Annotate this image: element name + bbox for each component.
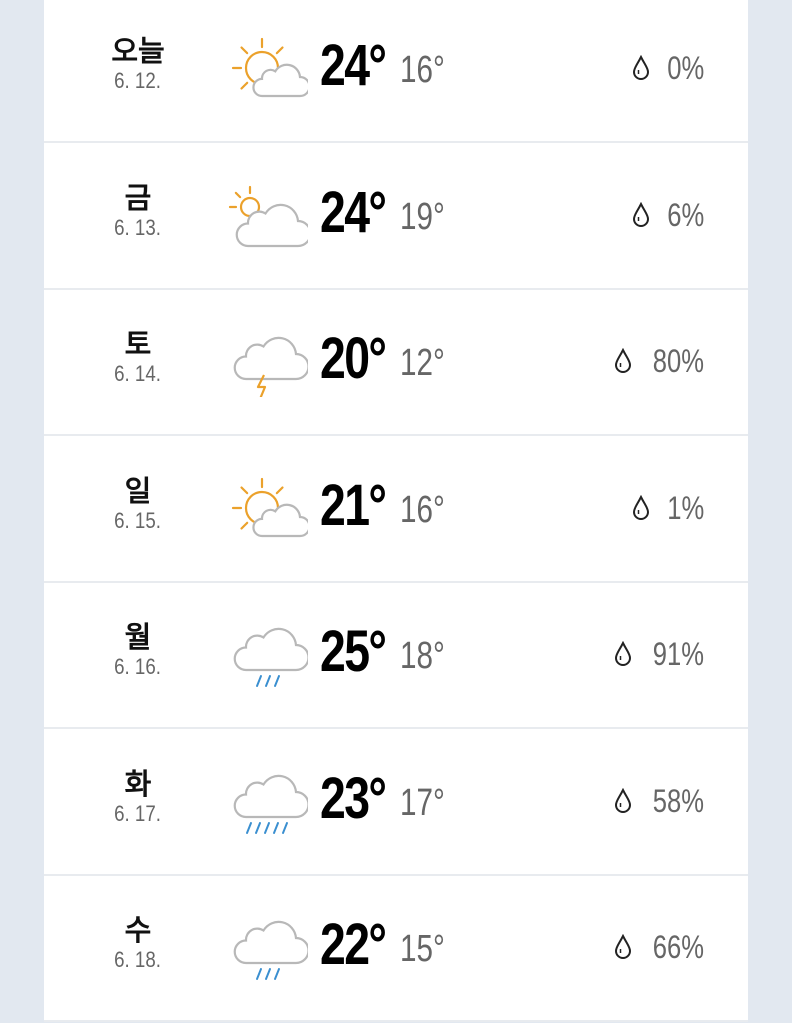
high-temp: 23° <box>320 765 387 831</box>
sun-cloud-icon <box>231 37 308 98</box>
day-label: 금 6. 13. <box>84 183 192 241</box>
weekly-forecast-card: 오늘 6. 12. 24° 16° 0% 금 6. 13. 24° 19° 6%… <box>44 0 748 1022</box>
day-name: 토 <box>124 329 152 361</box>
precipitation: 66% <box>614 929 704 965</box>
cloud-sun-icon <box>228 185 308 247</box>
day-name: 수 <box>124 915 152 947</box>
forecast-row[interactable]: 오늘 6. 12. 24° 16° 0% <box>44 0 748 143</box>
day-name: 화 <box>124 768 152 801</box>
precipitation-value: 1% <box>667 489 704 526</box>
day-label: 오늘 6. 12. <box>84 36 192 94</box>
day-label: 토 6. 14. <box>84 329 192 387</box>
high-temp: 21° <box>320 472 387 538</box>
precipitation: 58% <box>614 783 704 819</box>
high-temp: 25° <box>320 619 387 684</box>
high-temp: 22° <box>320 912 387 977</box>
day-label: 수 6. 18. <box>84 915 192 973</box>
low-temp: 18° <box>400 635 445 677</box>
forecast-row[interactable]: 화 6. 17. 23° 17° 58% <box>44 731 748 876</box>
day-date: 6. 17. <box>114 800 162 826</box>
raindrop-icon <box>614 934 631 959</box>
day-date: 6. 16. <box>114 654 162 679</box>
day-label: 일 6. 15. <box>84 476 192 534</box>
high-temp: 24° <box>320 33 387 98</box>
forecast-row[interactable]: 일 6. 15. 21° 16° 1% <box>44 438 748 583</box>
forecast-row[interactable]: 토 6. 14. 20° 12° 80% <box>44 291 748 436</box>
rain-cloud-icon <box>233 920 308 980</box>
day-date: 6. 14. <box>114 361 162 386</box>
raindrop-icon <box>614 641 631 666</box>
day-label: 월 6. 16. <box>84 622 192 680</box>
precipitation: 0% <box>632 50 704 86</box>
raindrop-icon <box>614 787 631 813</box>
high-temp: 20° <box>320 326 387 391</box>
precipitation: 1% <box>632 490 704 526</box>
day-label: 화 6. 17. <box>84 769 192 827</box>
precipitation-value: 91% <box>652 636 704 672</box>
precipitation-value: 66% <box>652 929 704 965</box>
day-date: 6. 12. <box>114 68 162 93</box>
precipitation-value: 6% <box>667 196 704 233</box>
precipitation: 91% <box>614 636 704 672</box>
raindrop-icon <box>632 55 649 80</box>
low-temp: 12° <box>400 342 445 384</box>
forecast-row[interactable]: 수 6. 18. 22° 15° 66% <box>44 877 748 1022</box>
high-temp: 24° <box>320 179 387 245</box>
low-temp: 19° <box>400 195 445 238</box>
raindrop-icon <box>632 201 649 227</box>
heavy-rain-cloud-icon <box>233 774 308 834</box>
low-temp: 15° <box>400 928 445 970</box>
low-temp: 17° <box>400 781 445 824</box>
low-temp: 16° <box>400 488 445 531</box>
day-name: 일 <box>124 475 152 508</box>
precipitation: 80% <box>614 343 704 379</box>
day-name: 금 <box>124 182 152 215</box>
day-date: 6. 15. <box>114 507 162 533</box>
day-name: 오늘 <box>111 36 165 68</box>
day-name: 월 <box>124 622 152 654</box>
day-date: 6. 13. <box>114 214 162 240</box>
thunder-cloud-icon <box>233 336 308 397</box>
rain-cloud-icon <box>233 627 308 687</box>
forecast-row[interactable]: 월 6. 16. 25° 18° 91% <box>44 584 748 729</box>
raindrop-icon <box>614 348 631 373</box>
low-temp: 16° <box>400 49 445 91</box>
precipitation-value: 80% <box>652 343 704 379</box>
day-date: 6. 18. <box>114 947 162 972</box>
forecast-row[interactable]: 금 6. 13. 24° 19° 6% <box>44 145 748 290</box>
raindrop-icon <box>632 494 649 520</box>
precipitation: 6% <box>632 197 704 233</box>
precipitation-value: 58% <box>652 782 704 819</box>
sun-cloud-icon <box>231 477 308 537</box>
precipitation-value: 0% <box>667 50 704 86</box>
